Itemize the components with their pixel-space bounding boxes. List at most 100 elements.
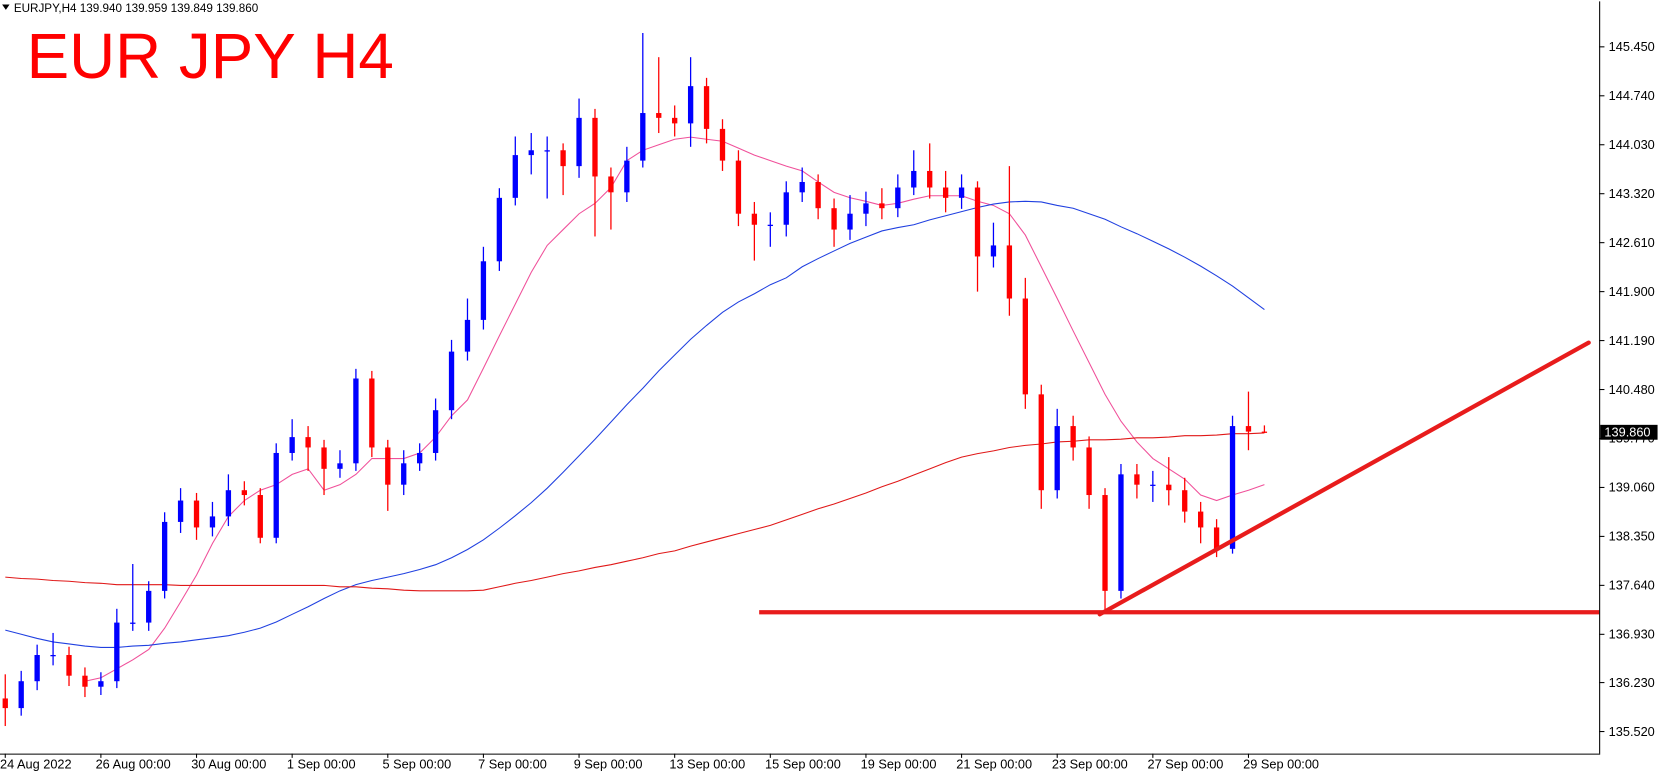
header: EURJPY,H4 139.940 139.959 139.849 139.86… <box>14 2 259 15</box>
candle-body <box>1245 426 1252 432</box>
candle-body <box>1213 527 1220 549</box>
candle-body <box>576 117 582 167</box>
candle-body <box>656 113 662 118</box>
candle-body <box>50 655 56 657</box>
candle-body <box>209 516 216 528</box>
y-tick-label: 143.320 <box>1609 186 1655 201</box>
candle-body <box>241 490 247 496</box>
y-tick-label: 145.450 <box>1609 39 1655 54</box>
x-tick-label: 24 Aug 2022 <box>0 756 72 771</box>
chart-title: EUR JPY H4 <box>27 20 394 92</box>
candle-body <box>990 245 997 257</box>
candle-body <box>1070 426 1076 448</box>
x-tick-label: 26 Aug 00:00 <box>96 756 171 771</box>
y-tick-label: 139.060 <box>1609 480 1655 495</box>
candle-body <box>831 208 837 230</box>
candle-body <box>735 160 742 214</box>
candle-body <box>1118 474 1124 591</box>
candle-body <box>974 187 981 257</box>
candle-body <box>1182 490 1188 512</box>
candle-body <box>321 447 327 469</box>
candle-body <box>1261 431 1268 433</box>
candle-body <box>544 150 550 152</box>
candle-body <box>1102 495 1108 591</box>
x-tick-label: 29 Sep 00:00 <box>1243 756 1319 771</box>
moving-average <box>84 136 1265 682</box>
candle-body <box>496 197 503 262</box>
candle-body <box>608 176 614 193</box>
candle-body <box>448 351 455 411</box>
y-tick-label: 137.640 <box>1609 578 1655 593</box>
x-tick-label: 21 Sep 00:00 <box>956 756 1032 771</box>
candle-body <box>783 192 789 225</box>
candle-body <box>464 319 471 352</box>
candle-body <box>1166 484 1172 491</box>
candle-body <box>114 622 120 682</box>
candle-body <box>66 655 72 676</box>
x-tick-label: 15 Sep 00:00 <box>765 756 841 771</box>
y-tick-label: 144.740 <box>1609 88 1655 103</box>
candle-body <box>640 113 646 161</box>
candle-body <box>879 203 885 209</box>
y-tick-label: 135.520 <box>1609 724 1655 739</box>
candle-body <box>337 463 343 469</box>
candle-body <box>82 675 88 687</box>
x-tick-label: 27 Sep 00:00 <box>1148 756 1224 771</box>
candle-body <box>480 261 487 320</box>
candle-body <box>592 117 598 177</box>
header-arrow <box>2 4 10 10</box>
candle-body <box>1054 426 1060 491</box>
candle-body <box>130 622 136 624</box>
candle-body <box>1086 447 1092 496</box>
candle-body <box>767 224 773 227</box>
candle-body <box>958 187 965 198</box>
candle-body <box>560 150 566 167</box>
y-tick-label: 142.610 <box>1609 235 1655 250</box>
x-tick-label: 7 Sep 00:00 <box>478 756 547 771</box>
candle-body <box>273 452 279 538</box>
candle-body <box>98 681 104 687</box>
x-tick-label: 9 Sep 00:00 <box>574 756 643 771</box>
candle-body <box>927 170 933 188</box>
x-tick-label: 13 Sep 00:00 <box>669 756 745 771</box>
candle-body <box>257 495 263 538</box>
x-tick-label: 30 Aug 00:00 <box>191 756 266 771</box>
candle-body <box>225 490 232 517</box>
candle-body <box>911 170 917 188</box>
candle-body <box>177 500 184 522</box>
candle-body <box>815 181 821 209</box>
candle-body <box>417 452 423 464</box>
candle-body <box>1229 426 1236 549</box>
candle-body <box>1022 298 1028 395</box>
x-tick-label: 1 Sep 00:00 <box>287 756 356 771</box>
current-price-label: 139.860 <box>1604 425 1650 440</box>
candle-body <box>18 681 24 709</box>
y-tick-label: 140.480 <box>1609 382 1655 397</box>
x-tick-label: 23 Sep 00:00 <box>1052 756 1128 771</box>
candle-body <box>1006 245 1013 299</box>
candle-body <box>146 590 152 623</box>
candle-body <box>672 117 678 124</box>
candle-body <box>385 447 391 485</box>
candle-body <box>703 86 710 129</box>
candle-body <box>751 213 758 225</box>
candle-body <box>942 187 949 198</box>
candle-body <box>193 500 200 528</box>
candle-body <box>719 128 726 161</box>
candle-body <box>863 203 869 214</box>
trend-line <box>1097 340 1591 617</box>
candle-body <box>1038 394 1044 491</box>
plot <box>2 33 1600 727</box>
y-tick-label: 144.030 <box>1609 137 1655 152</box>
candle-body <box>1134 474 1140 485</box>
candle-body <box>161 521 168 591</box>
y-tick-label: 138.350 <box>1609 529 1655 544</box>
current-price-box <box>1600 424 1658 440</box>
candle-body <box>289 437 295 453</box>
candle-body <box>528 150 534 156</box>
moving-average <box>5 200 1265 648</box>
candle-body <box>847 213 853 230</box>
